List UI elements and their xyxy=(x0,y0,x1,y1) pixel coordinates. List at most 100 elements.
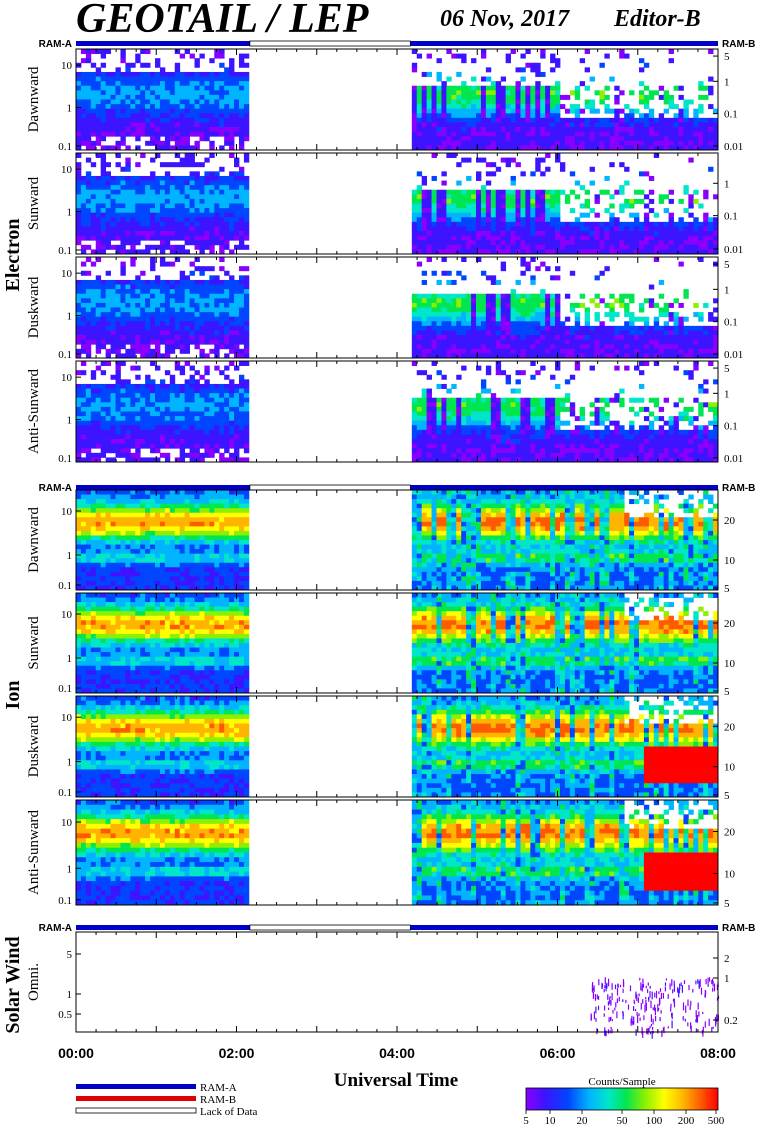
spectrogram-cell xyxy=(120,393,126,399)
spectrogram-cell xyxy=(145,189,151,195)
spectrogram-cell xyxy=(569,348,576,354)
spectrogram-cell xyxy=(150,443,156,449)
spectrogram-cell xyxy=(614,344,620,350)
spectrogram-cell xyxy=(164,312,171,318)
spectrogram-cell xyxy=(574,194,581,200)
spectrogram-cell xyxy=(169,94,176,100)
spectrogram-cell xyxy=(76,339,82,345)
spectrogram-cell xyxy=(441,145,447,151)
spectrogram-cell xyxy=(589,180,595,186)
spectrogram-cell xyxy=(441,90,447,96)
spectrogram-cell xyxy=(441,194,447,200)
spectrogram-cell xyxy=(120,90,126,96)
spectrogram-cell xyxy=(209,406,215,412)
spectrogram-cell xyxy=(663,117,670,123)
spectrogram-cell xyxy=(520,240,526,246)
spectrogram-cell xyxy=(169,90,176,96)
spectrogram-cell xyxy=(159,127,166,133)
spectrogram-cell xyxy=(421,85,428,91)
spectrogram-cell xyxy=(559,348,566,354)
spectrogram-cell xyxy=(476,140,482,146)
spectrogram-cell xyxy=(145,231,151,237)
spectrogram-cell xyxy=(169,312,176,318)
spectrogram-cell xyxy=(179,344,186,350)
spectrogram-cell xyxy=(545,302,551,308)
spectrogram-cell xyxy=(100,49,107,54)
spectrogram-cell xyxy=(426,235,432,241)
spectrogram-cell xyxy=(199,244,205,250)
spectrogram-cell xyxy=(219,94,225,100)
spectrogram-cell xyxy=(150,90,156,96)
spectrogram-cell xyxy=(589,231,595,237)
spectrogram-cell xyxy=(421,208,428,214)
spectrogram-cell xyxy=(599,235,605,241)
spectrogram-cell xyxy=(184,212,190,218)
spectrogram-cell xyxy=(85,81,92,87)
spectrogram-cell xyxy=(520,145,526,151)
spectrogram-cell xyxy=(130,383,136,389)
spectrogram-cell xyxy=(485,117,492,123)
spectrogram-cell xyxy=(545,194,551,200)
spectrogram-cell xyxy=(85,439,92,445)
spectrogram-cell xyxy=(471,99,477,105)
spectrogram-cell xyxy=(135,198,141,204)
spectrogram-cell xyxy=(238,81,245,87)
spectrogram-cell xyxy=(510,353,516,359)
spectrogram-cell xyxy=(90,335,97,341)
spectrogram-cell xyxy=(135,443,141,449)
spectrogram-cell xyxy=(589,325,595,331)
spectrogram-cell xyxy=(100,339,107,345)
spectrogram-cell xyxy=(555,58,561,64)
spectrogram-cell xyxy=(204,194,210,200)
spectrogram-cell xyxy=(234,175,240,181)
spectrogram-cell xyxy=(243,289,250,295)
spectrogram-cell xyxy=(159,353,166,359)
spectrogram-cell xyxy=(238,235,245,241)
spectrogram-cell xyxy=(234,330,240,336)
spectrogram-cell xyxy=(90,429,97,435)
spectrogram-cell xyxy=(199,312,205,318)
spectrogram-cell xyxy=(100,325,107,331)
spectrogram-cell xyxy=(535,122,541,128)
spectrogram-cell xyxy=(466,122,472,128)
spectrogram-cell xyxy=(90,249,97,255)
spectrogram-cell xyxy=(525,249,531,255)
spectrogram-cell xyxy=(204,312,210,318)
spectrogram-cell xyxy=(209,249,215,255)
spectrogram-cell xyxy=(105,411,111,417)
spectrogram-cell xyxy=(125,312,131,318)
spectrogram-cell xyxy=(505,298,511,304)
spectrogram-cell xyxy=(559,145,566,151)
spectrogram-cell xyxy=(579,136,586,142)
spectrogram-cell xyxy=(550,293,556,299)
spectrogram-cell xyxy=(673,353,679,359)
spectrogram-cell xyxy=(199,397,205,403)
spectrogram-cell xyxy=(648,117,655,123)
spectrogram-cell xyxy=(584,67,590,73)
spectrogram-cell xyxy=(150,397,156,403)
spectrogram-cell xyxy=(100,162,107,168)
spectrogram-cell xyxy=(85,393,92,399)
spectrogram-cell xyxy=(569,335,576,341)
spectrogram-cell xyxy=(505,344,511,350)
spectrogram-cell xyxy=(480,244,487,250)
spectrogram-cell xyxy=(110,411,116,417)
spectrogram-cell xyxy=(505,140,511,146)
spectrogram-cell xyxy=(150,76,156,82)
spectrogram-cell xyxy=(95,298,102,304)
spectrogram-cell xyxy=(683,117,689,123)
spectrogram-cell xyxy=(135,284,141,290)
spectrogram-cell xyxy=(85,402,92,408)
spectrogram-cell xyxy=(510,231,516,237)
spectrogram-cell xyxy=(76,397,82,403)
spectrogram-cell xyxy=(476,208,482,214)
spectrogram-cell xyxy=(500,339,507,345)
spectrogram-cell xyxy=(693,325,699,331)
spectrogram-cell xyxy=(140,411,146,417)
spectrogram-cell xyxy=(634,131,640,137)
spectrogram-cell xyxy=(135,457,141,463)
spectrogram-cell xyxy=(421,293,428,299)
spectrogram-cell xyxy=(179,383,186,389)
spectrogram-cell xyxy=(189,457,195,463)
spectrogram-cell xyxy=(624,145,630,151)
